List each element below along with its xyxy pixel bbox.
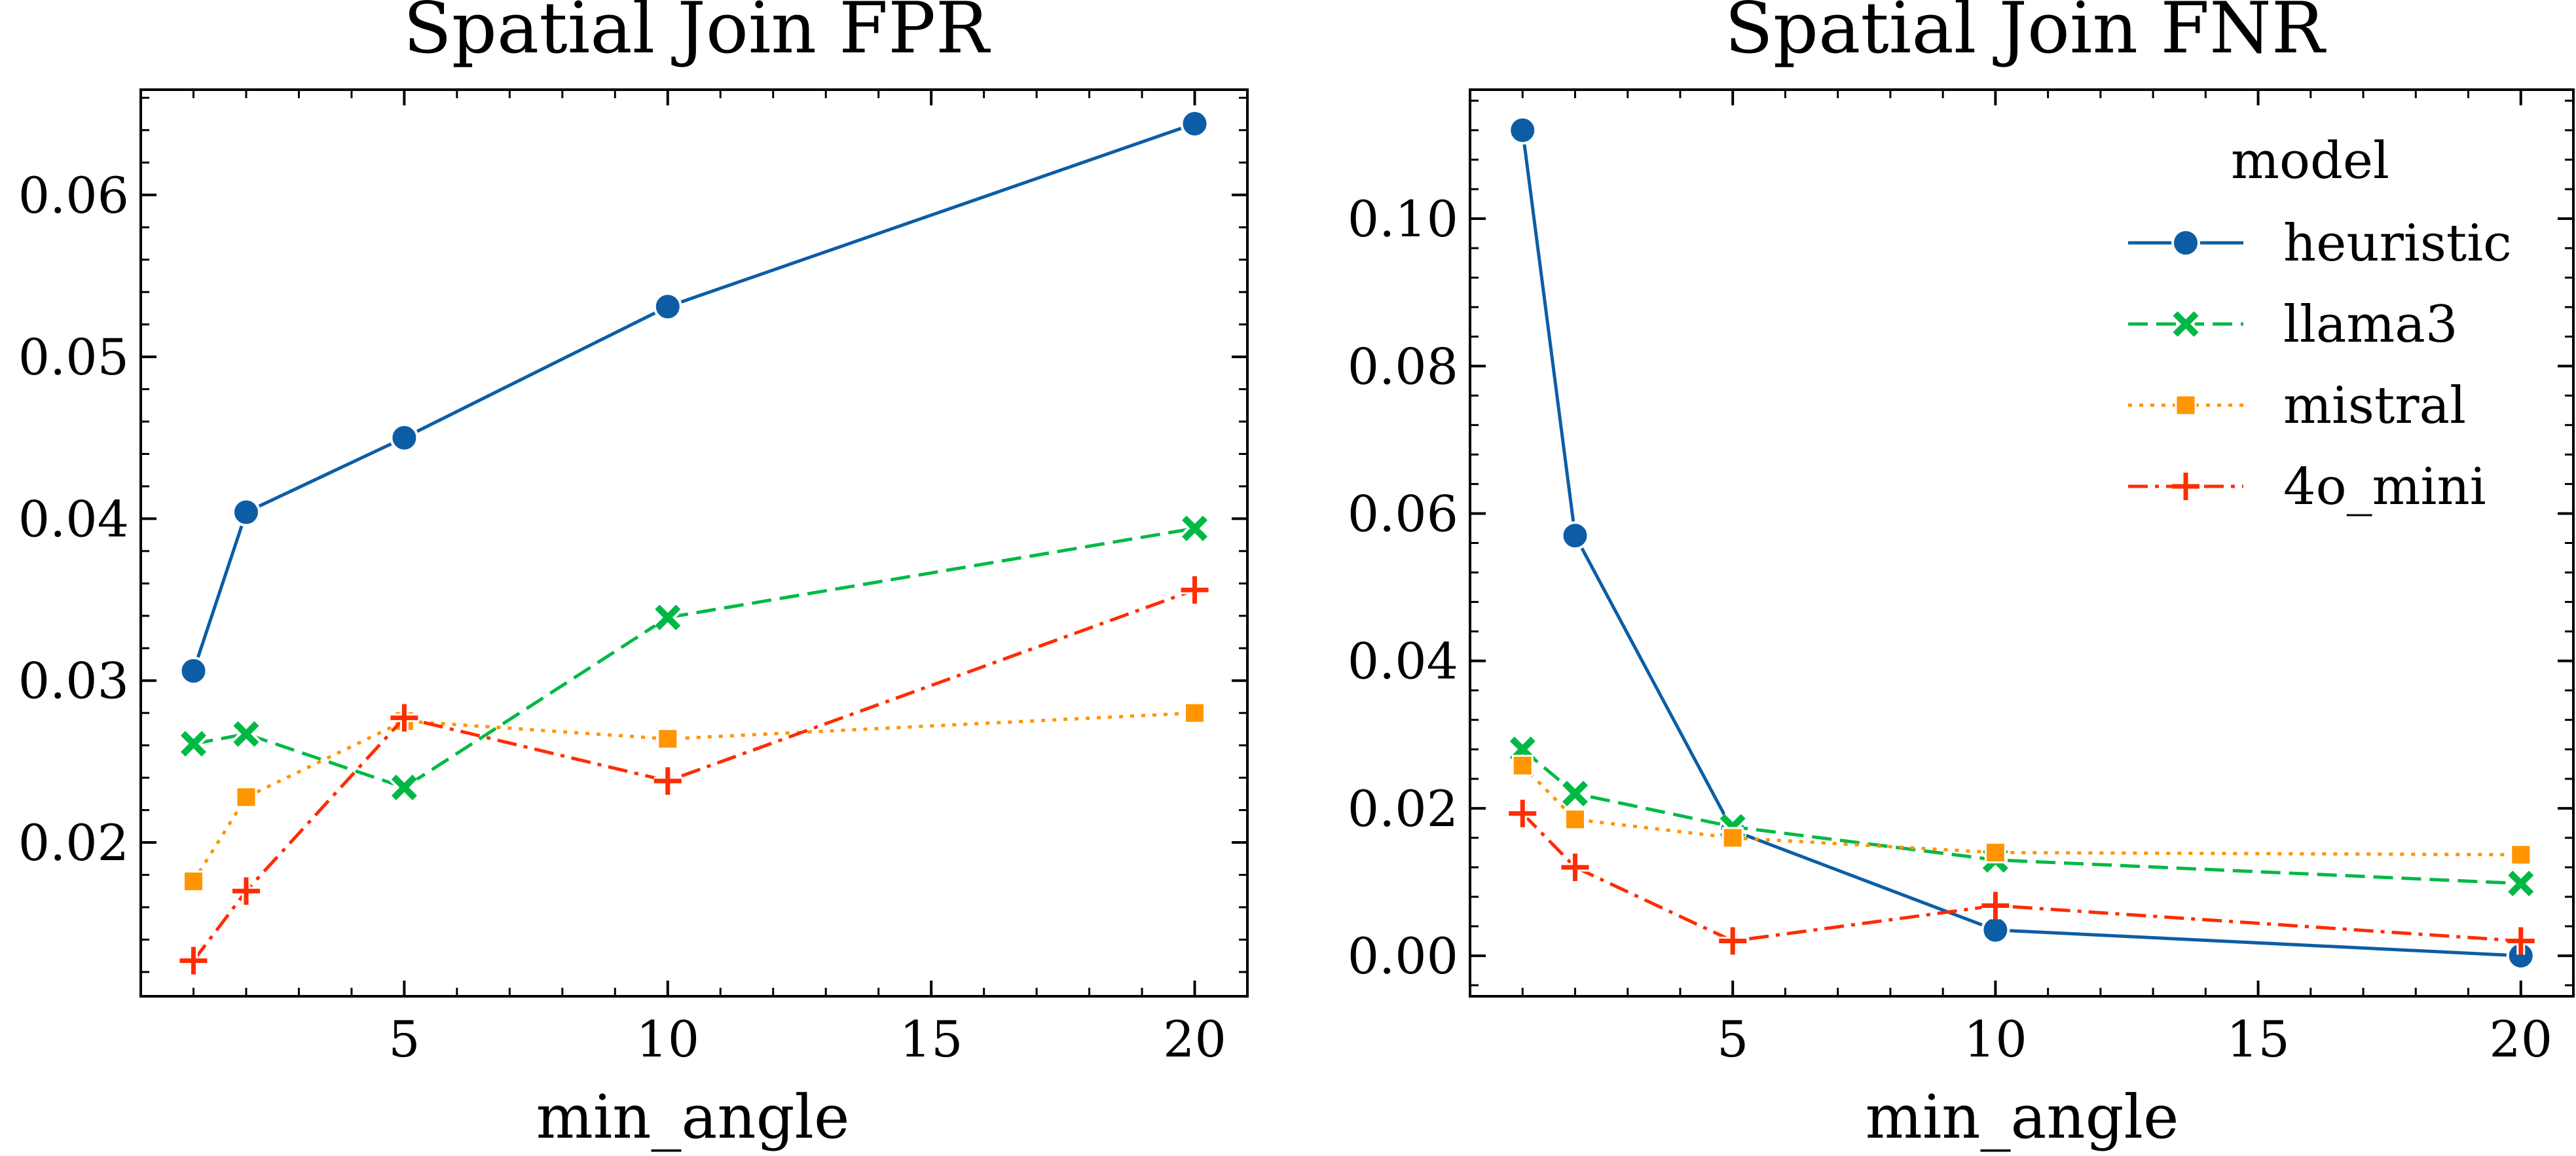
fpr-data-point-llama3 xyxy=(390,772,419,803)
fnr-chart-panel: Spatial Join FNR 0.00 0.02 0.04 0.06 0.08 0.1… xyxy=(1348,0,2575,1152)
fnr-data-point-mistral xyxy=(1721,827,1744,849)
legend-label: 4o_mini xyxy=(2283,458,2486,516)
legend-marker xyxy=(2171,309,2201,339)
fnr-y-tick-label: 0.04 xyxy=(1348,632,1458,691)
fpr-data-point-4o_mini xyxy=(1181,576,1209,604)
fnr-data-point-4o_mini xyxy=(2507,927,2535,955)
fpr-y-tick-label: 0.02 xyxy=(18,814,129,872)
fpr-series-line-llama3 xyxy=(193,526,1195,789)
fpr-data-point-llama3 xyxy=(179,729,208,759)
fpr-data-point-mistral xyxy=(1184,702,1206,724)
legend-label: heuristic xyxy=(2283,214,2512,273)
fpr-x-tick-label: 5 xyxy=(388,1010,420,1068)
fpr-data-point-mistral xyxy=(235,786,257,808)
fpr-y-tick-label: 0.04 xyxy=(18,490,129,548)
fpr-chart-panel: Spatial Join FPR 0.02 0.03 0.04 0.05 0.06 5 1… xyxy=(18,0,1249,1152)
fpr-data-point-mistral xyxy=(657,728,679,750)
fnr-x-axis-label: min_angle xyxy=(1866,1082,2179,1152)
fnr-y-tick-labels: 0.00 0.02 0.04 0.06 0.08 0.10 xyxy=(1348,190,1458,985)
fpr-axis-ticks xyxy=(139,90,1249,996)
fnr-data-point-llama3 xyxy=(1560,778,1590,808)
fpr-y-tick-label: 0.06 xyxy=(18,166,129,225)
fpr-data-point-heuristic xyxy=(179,656,208,685)
fpr-data-point-llama3 xyxy=(653,602,683,632)
legend-entry-4o_mini: 4o_mini xyxy=(2128,458,2486,516)
fnr-x-tick-label: 5 xyxy=(1717,1010,1748,1068)
fpr-x-axis-label: min_angle xyxy=(536,1082,850,1152)
fpr-series-layer xyxy=(179,109,1209,975)
fpr-series-4o_mini xyxy=(179,576,1209,975)
legend-marker xyxy=(2171,228,2200,257)
legend: model heuristic llama3 mistral 4o_mini xyxy=(2128,132,2512,516)
fnr-chart-title: Spatial Join FNR xyxy=(1725,0,2327,69)
legend-title: model xyxy=(2231,132,2389,190)
fpr-series-llama3 xyxy=(179,513,1209,803)
fpr-data-point-4o_mini xyxy=(390,704,418,732)
fnr-y-tick-label: 0.08 xyxy=(1348,337,1458,395)
legend-entry-llama3: llama3 xyxy=(2128,295,2458,354)
fnr-x-tick-label: 20 xyxy=(2489,1010,2552,1068)
fnr-data-point-mistral xyxy=(1984,841,2006,863)
fnr-x-tick-labels: 5 10 15 20 xyxy=(1717,1010,2552,1068)
fnr-data-point-mistral xyxy=(1511,755,1534,777)
fpr-x-tick-labels: 5 10 15 20 xyxy=(388,1010,1226,1068)
fnr-plot-frame xyxy=(1469,88,2575,998)
fpr-data-point-4o_mini xyxy=(653,767,682,795)
legend-label: llama3 xyxy=(2283,295,2458,354)
fnr-y-tick-label: 0.10 xyxy=(1348,190,1458,248)
fnr-data-point-4o_mini xyxy=(1719,927,1747,955)
fpr-y-tick-labels: 0.02 0.03 0.04 0.05 0.06 xyxy=(18,166,129,872)
fnr-axis-ticks xyxy=(1469,90,2575,996)
fpr-plot-frame xyxy=(139,88,1249,998)
legend-entries: heuristic llama3 mistral 4o_mini xyxy=(2128,214,2512,516)
fpr-y-tick-label: 0.03 xyxy=(18,652,129,710)
fpr-data-point-llama3 xyxy=(231,719,261,749)
fnr-series-line-4o_mini xyxy=(1521,812,2521,943)
fnr-y-tick-label: 0.02 xyxy=(1348,780,1458,838)
fnr-data-point-heuristic xyxy=(1560,521,1590,551)
legend-entry-heuristic: heuristic xyxy=(2128,214,2512,273)
fnr-series-mistral xyxy=(1511,755,2532,866)
fnr-y-tick-label: 0.00 xyxy=(1348,927,1458,985)
fnr-series-layer xyxy=(1507,115,2536,971)
fpr-x-tick-label: 20 xyxy=(1163,1010,1226,1068)
fpr-y-tick-label: 0.05 xyxy=(18,328,129,386)
fpr-data-point-heuristic xyxy=(390,423,419,452)
fpr-data-point-4o_mini xyxy=(179,947,208,975)
fnr-data-point-mistral xyxy=(1564,808,1586,831)
fpr-data-point-heuristic xyxy=(1180,109,1209,138)
fnr-data-point-mistral xyxy=(2510,844,2532,866)
fnr-data-point-llama3 xyxy=(2506,869,2536,899)
fpr-chart-title: Spatial Join FPR xyxy=(403,0,991,69)
fnr-data-point-heuristic xyxy=(1981,915,2010,945)
legend-label: mistral xyxy=(2283,376,2466,435)
fnr-series-4o_mini xyxy=(1509,799,2535,955)
fpr-data-point-4o_mini xyxy=(232,877,260,905)
fnr-y-tick-label: 0.06 xyxy=(1348,484,1458,543)
fpr-data-point-heuristic xyxy=(231,497,261,527)
fpr-data-point-llama3 xyxy=(1180,513,1209,543)
fnr-data-point-heuristic xyxy=(1508,115,1537,145)
fpr-data-point-heuristic xyxy=(653,292,682,321)
legend-entry-mistral: mistral xyxy=(2128,376,2466,435)
fnr-x-tick-label: 15 xyxy=(2226,1010,2290,1068)
legend-marker xyxy=(2175,394,2197,416)
fpr-series-heuristic xyxy=(179,109,1209,685)
fnr-x-tick-label: 10 xyxy=(1964,1010,2027,1068)
fpr-x-tick-label: 10 xyxy=(636,1010,699,1068)
fpr-x-tick-label: 15 xyxy=(900,1010,963,1068)
fpr-series-line-mistral xyxy=(192,711,1195,882)
fnr-data-point-4o_mini xyxy=(1561,853,1589,881)
fnr-data-point-4o_mini xyxy=(1509,799,1537,827)
fnr-data-point-4o_mini xyxy=(1981,892,2010,920)
legend-marker xyxy=(2172,473,2199,500)
fpr-data-point-mistral xyxy=(182,870,204,892)
